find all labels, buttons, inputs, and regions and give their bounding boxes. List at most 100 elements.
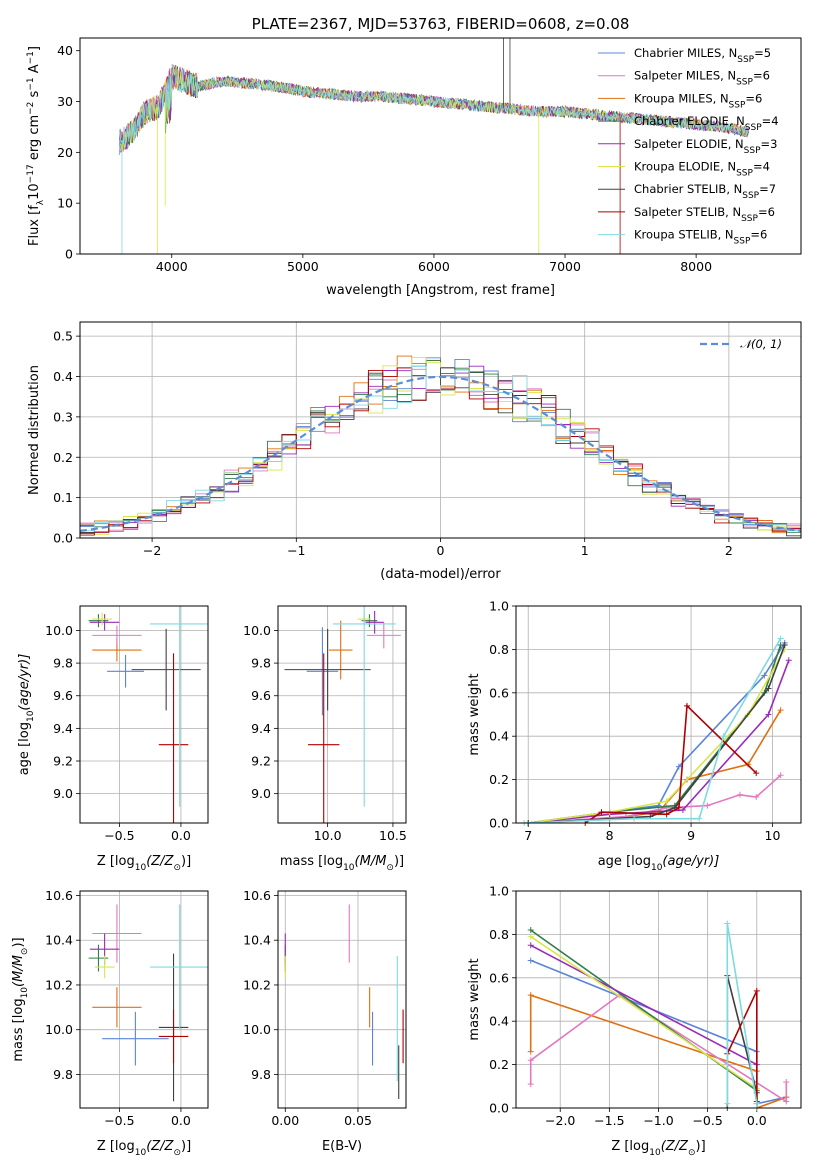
legend-entry-normal: 𝒩(0, 1) xyxy=(740,337,782,351)
weight-marker-sm xyxy=(704,802,711,809)
y-tick-label: 0.6 xyxy=(489,970,509,985)
weight-marker-cs xyxy=(781,642,788,649)
y-tick-label: 1.0 xyxy=(489,599,509,614)
weight-marker-cs xyxy=(765,685,772,692)
residuals-panel: −2 −1 0 1 2 0.0 0.1 0.2 0.3 0.4 0.5 𝒩(0, 1) (data-mo… xyxy=(27,321,802,582)
weight-vs-age-ylabel: mass weight xyxy=(467,673,482,755)
weight-marker-ss xyxy=(675,804,682,811)
y-tick-label: 9.8 xyxy=(53,1067,73,1082)
y-tick-label: 10.6 xyxy=(243,888,271,903)
x-tick-label: 2 xyxy=(725,543,733,558)
x-tick-label: 9 xyxy=(687,828,695,843)
weight-line-ce xyxy=(528,644,782,823)
x-tick-label: 0 xyxy=(437,543,445,558)
age-vs-Z-panel: −0.5 0.0 9.0 9.2 9.4 9.6 9.8 10.0 Z [log10(Z/Z⊙)… xyxy=(17,605,209,873)
weight-marker-cm xyxy=(527,957,534,964)
histogram-ks xyxy=(80,365,801,537)
weight-marker-ss xyxy=(598,809,605,816)
age-vs-Z-xlabel: Z [log10(Z/Z⊙)] xyxy=(97,854,191,873)
age-vs-mass-panel: 10.0 10.5 9.0 9.2 9.4 9.6 9.8 10.0 mass [log10(M… xyxy=(243,605,407,873)
weight-marker-sm xyxy=(527,1081,534,1088)
weight-marker-sm xyxy=(527,1057,534,1064)
y-tick-label: 0.2 xyxy=(489,772,509,787)
legend-entry-cs: Chabrier STELIB, NSSP=7 xyxy=(634,182,776,201)
x-tick-label: −0.5 xyxy=(104,828,134,843)
weight-marker-ss xyxy=(753,770,760,777)
y-tick-label: 10.0 xyxy=(243,623,271,638)
y-tick-label: 1.0 xyxy=(489,884,509,899)
y-tick-label: 20 xyxy=(57,145,73,160)
y-tick-label: 0.1 xyxy=(53,490,73,505)
y-tick-label: 9.0 xyxy=(53,786,73,801)
axes-frame xyxy=(79,605,209,824)
y-tick-label: 0.4 xyxy=(489,729,509,744)
weight-vs-Z-ylabel: mass weight xyxy=(467,958,482,1040)
weight-marker-km xyxy=(777,707,784,714)
y-tick-label: 0.4 xyxy=(53,369,73,384)
weight-marker-ks xyxy=(720,733,727,740)
y-tick-label: 9.6 xyxy=(251,688,271,703)
y-tick-label: 9.4 xyxy=(53,721,73,736)
weight-marker-km xyxy=(527,1048,534,1055)
y-tick-label: 9.2 xyxy=(53,754,73,769)
age-vs-mass-xlabel: mass [log10(M/M⊙)] xyxy=(280,854,404,873)
y-tick-label: 10.6 xyxy=(45,888,73,903)
y-tick-label: 10.0 xyxy=(45,623,73,638)
y-tick-label: 0.0 xyxy=(489,1101,509,1116)
age-vs-Z-ylabel: age [log10(age/yr)] xyxy=(17,654,36,776)
y-tick-label: 40 xyxy=(57,43,73,58)
axes-frame xyxy=(277,890,407,1109)
y-tick-label: 10 xyxy=(57,196,73,211)
weight-marker-sm xyxy=(736,791,743,798)
axes-frame xyxy=(277,605,407,824)
legend-entry-cm: Chabrier MILES, NSSP=5 xyxy=(634,46,771,65)
legend-entry-sm: Salpeter MILES, NSSP=6 xyxy=(634,69,770,88)
weight-marker-sm xyxy=(777,772,784,779)
weight-vs-age-panel: 7 8 9 10 0.0 0.2 0.4 0.6 0.8 1.0 age [log10(age/yr… xyxy=(467,599,802,873)
legend-entry-se: Salpeter ELODIE, NSSP=3 xyxy=(634,137,777,156)
x-tick-label: 1 xyxy=(581,543,589,558)
axes-frame xyxy=(515,890,802,1109)
weight-marker-se xyxy=(527,942,534,949)
y-tick-label: 10.0 xyxy=(243,1022,271,1037)
y-tick-label: 0.8 xyxy=(489,642,509,657)
spectrum-line-ks xyxy=(118,63,749,155)
x-tick-label: 0.0 xyxy=(171,828,191,843)
y-tick-label: 9.2 xyxy=(251,754,271,769)
x-tick-label: −2 xyxy=(143,543,161,558)
mass-vs-EBV-xlabel: E(B-V) xyxy=(322,1139,362,1154)
weight-marker-ks xyxy=(724,1100,731,1107)
x-tick-label: 8000 xyxy=(680,259,712,274)
y-tick-label: 0.3 xyxy=(53,409,73,424)
weight-marker-ks xyxy=(777,635,784,642)
y-tick-label: 0.0 xyxy=(489,816,509,831)
weight-marker-ks xyxy=(631,815,638,822)
mass-vs-EBV-panel: 0.00 0.05 9.8 10.0 10.2 10.4 10.6 E(B-V) xyxy=(243,888,407,1154)
legend-entry-ke: Kroupa ELODIE, NSSP=4 xyxy=(634,160,770,179)
y-tick-label: 0.4 xyxy=(489,1014,509,1029)
x-tick-label: −1.0 xyxy=(643,1113,673,1128)
weight-marker-cm xyxy=(675,763,682,770)
y-tick-label: 10.2 xyxy=(45,977,73,992)
x-tick-label: 4000 xyxy=(156,259,188,274)
weight-marker-ks xyxy=(696,815,703,822)
x-tick-label: −0.5 xyxy=(692,1113,722,1128)
axes-frame xyxy=(79,37,802,255)
x-tick-label: 8 xyxy=(606,828,614,843)
weight-marker-cm xyxy=(761,672,768,679)
weight-marker-sm xyxy=(753,793,760,800)
y-tick-label: 0.6 xyxy=(489,685,509,700)
spectrum-title: PLATE=2367, MJD=53763, FIBERID=0608, z=0… xyxy=(252,15,630,33)
x-tick-label: 0.0 xyxy=(747,1113,767,1128)
axes-frame xyxy=(79,890,209,1109)
weight-line-se xyxy=(528,660,790,823)
x-tick-label: 7 xyxy=(524,828,532,843)
residuals-xlabel: (data-model)/error xyxy=(380,567,501,582)
legend-entry-ce: Chabrier ELODIE, NSSP=4 xyxy=(634,114,779,133)
x-tick-label: 10.0 xyxy=(314,828,342,843)
axes-frame xyxy=(79,321,802,539)
y-tick-label: 9.0 xyxy=(251,786,271,801)
x-tick-label: 10 xyxy=(765,828,781,843)
weight-vs-age-xlabel: age [log10(age/yr)] xyxy=(598,854,720,873)
